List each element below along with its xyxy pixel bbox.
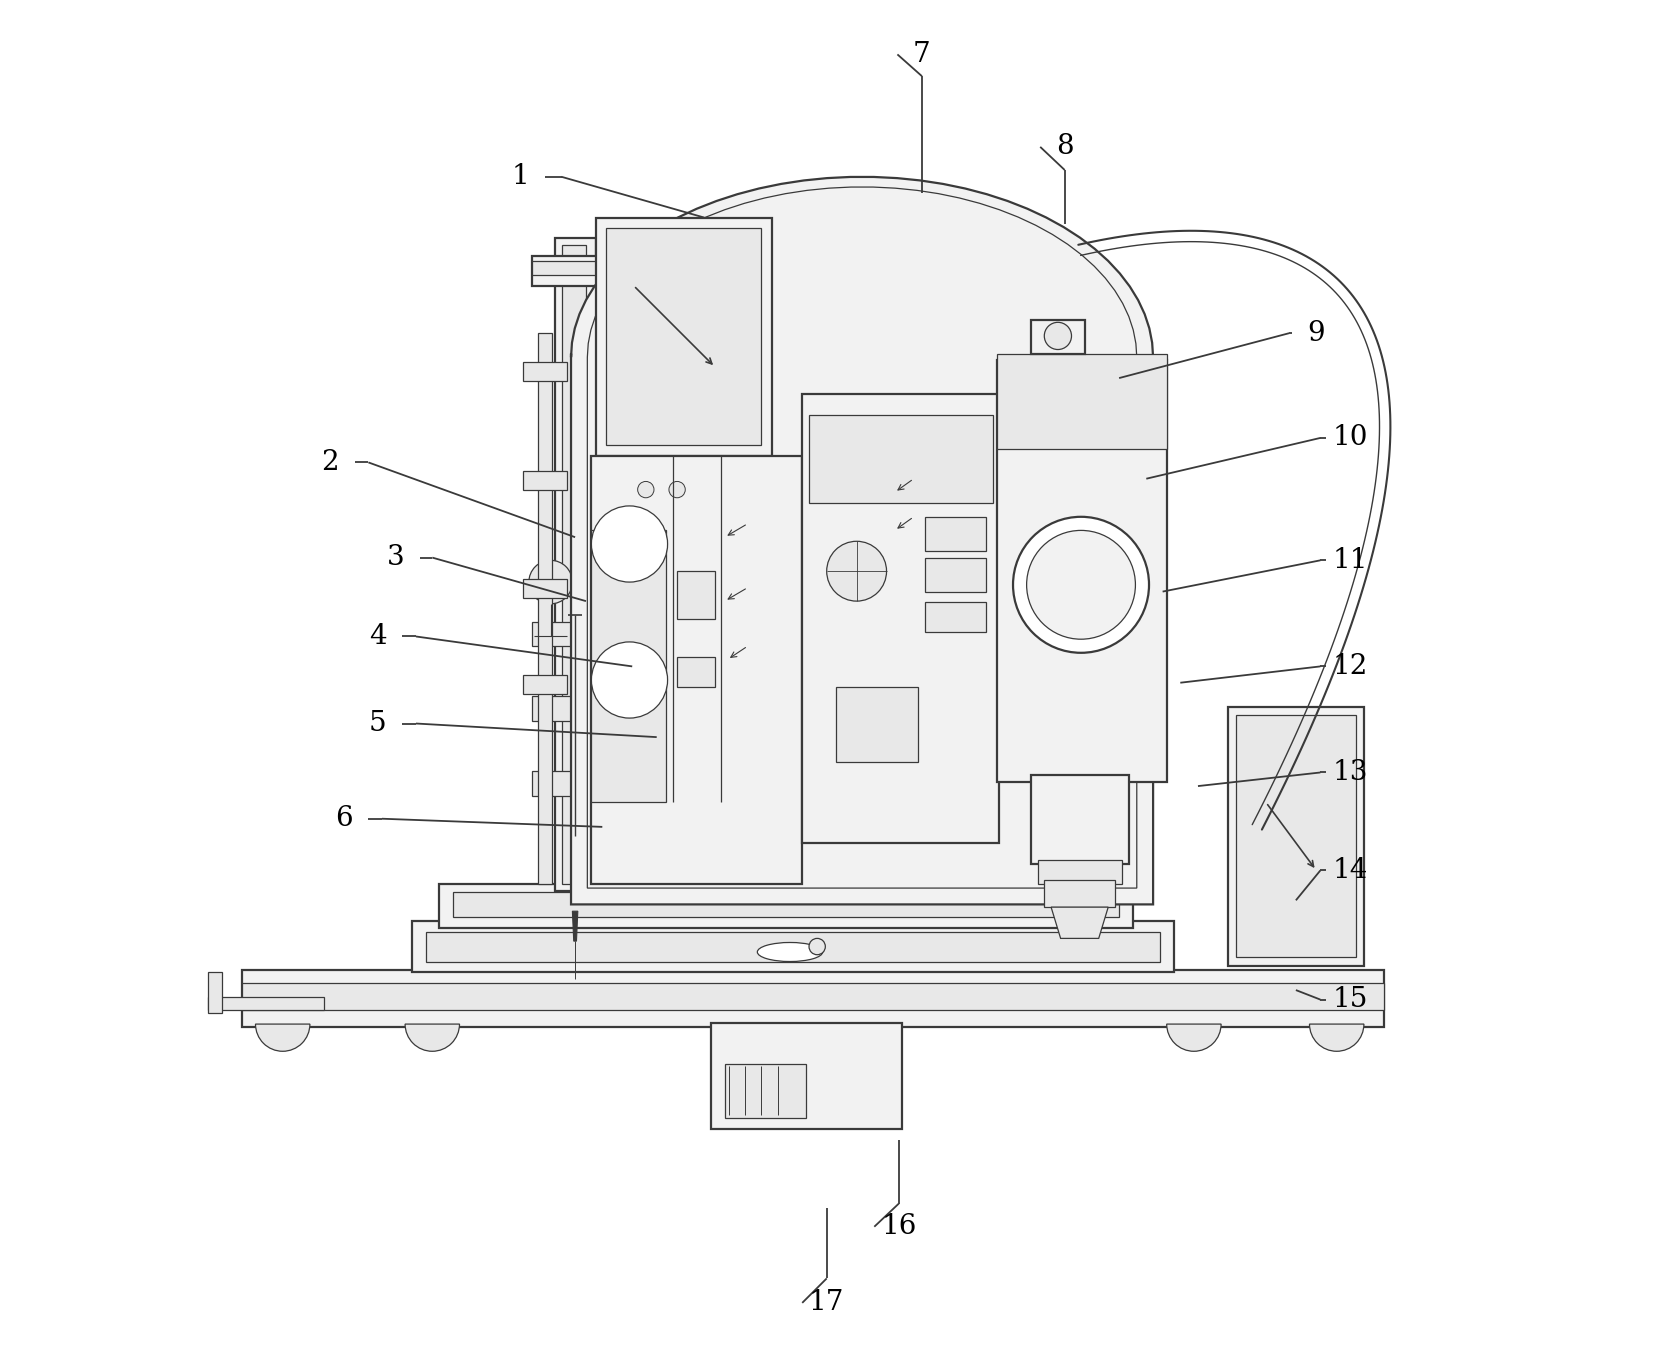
Text: 17: 17 (808, 1289, 845, 1316)
Bar (592, 530, 667, 802)
Text: 10: 10 (1332, 424, 1369, 452)
Text: 4: 4 (368, 623, 387, 650)
Text: 7: 7 (914, 41, 930, 68)
Bar (1229, 707, 1364, 966)
Bar (997, 360, 1167, 782)
Bar (532, 771, 613, 796)
Polygon shape (1052, 907, 1109, 938)
Bar (242, 983, 1384, 1010)
Bar (538, 333, 552, 884)
Bar (562, 245, 587, 884)
Wedge shape (405, 1024, 460, 1051)
Bar (1044, 880, 1115, 907)
Text: 14: 14 (1332, 857, 1369, 884)
Circle shape (638, 481, 653, 498)
Circle shape (827, 541, 887, 601)
Bar (595, 218, 772, 456)
Bar (532, 696, 613, 721)
Bar (1030, 320, 1085, 354)
Bar (242, 970, 1384, 1027)
Bar (1037, 860, 1122, 884)
Bar (532, 256, 623, 286)
Bar (712, 1023, 902, 1129)
Bar (425, 932, 1160, 962)
Text: 5: 5 (368, 710, 387, 737)
Text: 9: 9 (1307, 320, 1325, 347)
Text: 2: 2 (322, 449, 338, 476)
Bar (837, 687, 919, 762)
Bar (523, 362, 567, 381)
Bar (925, 517, 985, 551)
Bar (438, 884, 1132, 928)
Text: 11: 11 (1332, 547, 1369, 574)
Bar (997, 354, 1167, 449)
Bar (532, 622, 613, 646)
Wedge shape (1310, 1024, 1364, 1051)
Bar (208, 972, 222, 1013)
Bar (208, 997, 323, 1010)
Ellipse shape (757, 942, 822, 962)
Wedge shape (1167, 1024, 1222, 1051)
Text: 1: 1 (512, 163, 530, 190)
Bar (523, 471, 567, 490)
Text: 15: 15 (1332, 986, 1369, 1013)
Bar (532, 261, 623, 275)
Text: 3: 3 (387, 544, 405, 571)
Bar (1030, 775, 1129, 864)
Circle shape (1014, 517, 1149, 653)
Polygon shape (572, 911, 578, 941)
Circle shape (592, 642, 667, 718)
Bar (453, 892, 1119, 917)
Bar (725, 1064, 807, 1118)
Text: 13: 13 (1332, 759, 1369, 786)
Text: 12: 12 (1332, 653, 1369, 680)
Circle shape (1044, 322, 1072, 350)
Bar (412, 921, 1174, 972)
Bar (808, 415, 992, 503)
Bar (925, 602, 985, 632)
Bar (592, 456, 802, 884)
Wedge shape (255, 1024, 310, 1051)
Bar (555, 238, 595, 891)
Bar (802, 394, 1000, 843)
Circle shape (1027, 530, 1135, 639)
Circle shape (808, 938, 825, 955)
Text: 16: 16 (882, 1213, 917, 1240)
Bar (677, 571, 715, 619)
Text: 8: 8 (1055, 133, 1074, 160)
Bar (677, 657, 715, 687)
Circle shape (668, 481, 685, 498)
Bar (925, 558, 985, 592)
Bar (523, 675, 567, 694)
Text: 6: 6 (335, 805, 353, 832)
Bar (1235, 715, 1355, 957)
Bar (523, 579, 567, 598)
Circle shape (528, 560, 572, 604)
Bar (607, 228, 762, 445)
Polygon shape (572, 177, 1154, 904)
Circle shape (592, 506, 667, 582)
